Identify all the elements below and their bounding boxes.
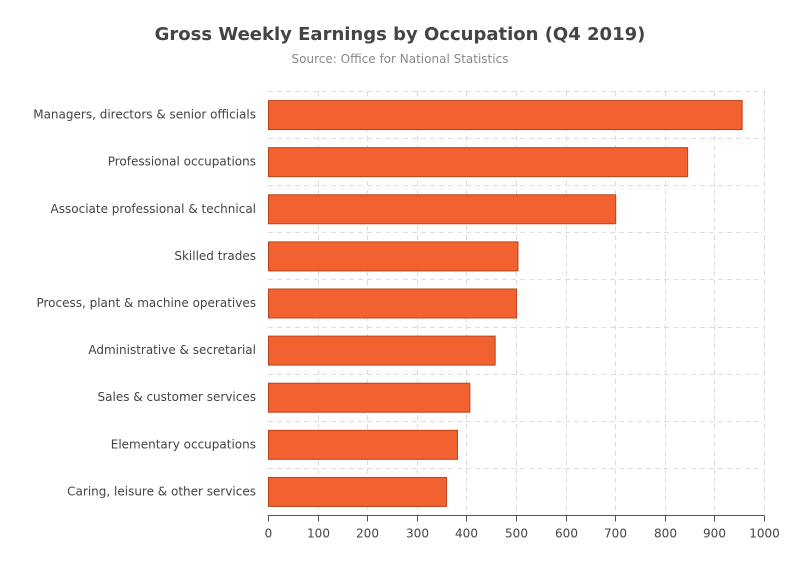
x-axis: 0 100 200 300 400 500 600 700 800 900 1000	[265, 515, 780, 541]
category-labels: Managers, directors & senior officials Pr…	[33, 108, 256, 499]
bar	[268, 288, 517, 319]
x-tick-label: 1000	[749, 527, 780, 541]
bar	[268, 476, 448, 507]
category-label: Caring, leisure & other services	[67, 484, 256, 498]
category-label: Sales & customer services	[98, 390, 256, 404]
category-label: Administrative & secretarial	[88, 343, 256, 357]
x-tick-label: 500	[505, 527, 528, 541]
x-tick-label: 200	[356, 527, 379, 541]
x-tick-label: 600	[555, 527, 578, 541]
x-tick-label: 0	[265, 527, 273, 541]
chart-subtitle: Source: Office for National Statistics	[292, 52, 509, 66]
bar	[268, 194, 617, 225]
category-label: Process, plant & machine operatives	[36, 296, 256, 310]
x-tick-label: 700	[604, 527, 627, 541]
x-tick-label: 300	[406, 527, 429, 541]
bar	[268, 147, 689, 178]
x-tick-label: 800	[654, 527, 677, 541]
bar	[268, 335, 496, 366]
x-tick-label: 900	[703, 527, 726, 541]
chart-title: Gross Weekly Earnings by Occupation (Q4 …	[155, 24, 646, 45]
bars	[268, 100, 743, 507]
bar	[268, 100, 743, 131]
category-label: Managers, directors & senior officials	[33, 108, 256, 122]
category-label: Elementary occupations	[111, 437, 256, 451]
category-label: Professional occupations	[108, 155, 256, 169]
bar	[268, 382, 471, 413]
x-tick-label: 400	[455, 527, 478, 541]
category-label: Associate professional & technical	[51, 202, 256, 216]
bar	[268, 429, 458, 460]
bar	[268, 241, 519, 272]
x-tick-label: 100	[307, 527, 330, 541]
category-label: Skilled trades	[174, 249, 256, 263]
